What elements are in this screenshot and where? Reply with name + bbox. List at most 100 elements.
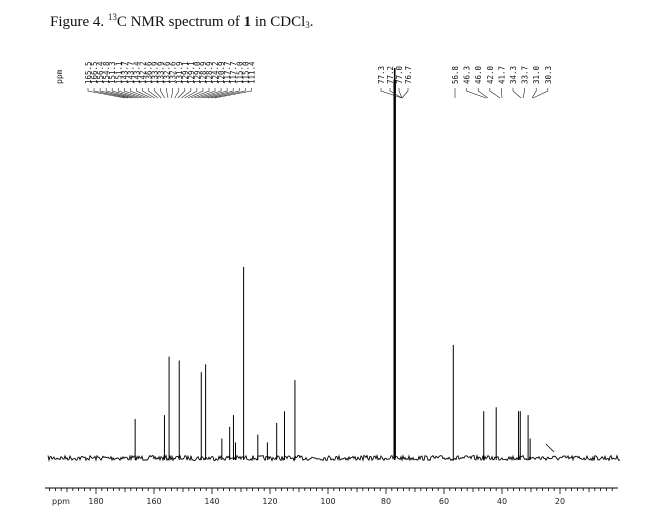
peak-label: 166.5 [90,61,99,84]
peak-label: 133.9 [151,61,160,84]
peak-label-leader [512,88,522,99]
peak-label-leader [177,88,186,99]
peak-label: 77.3 [377,66,386,84]
x-tick-label: 180 [88,497,103,506]
peak-label-leader [522,88,525,99]
peak-label: 120.9 [217,61,226,84]
peak-label: 156.4 [96,61,105,84]
baseline-noise [47,453,621,463]
x-tick-label: 100 [320,497,335,506]
peak-label: 133.9 [157,61,166,84]
peak-label: 41.7 [497,66,506,84]
peak-label-leader [380,88,403,99]
peak-label: 46.0 [474,65,483,84]
peak-label-leader [166,88,169,99]
peak-label-leader [204,88,234,99]
caption-text-c: . [309,14,314,30]
peak-label: 143.7 [126,61,135,84]
peak-label-leader [154,88,162,99]
peak-label-leader [201,88,228,99]
peak-label-leader [466,88,487,99]
peak-label: 142.2 [138,61,147,84]
peak-label: 129.0 [193,61,202,84]
peak-label-leader [87,88,125,99]
x-tick-label: 60 [439,497,449,506]
peak-label-leader [99,88,132,99]
peak-label-leader [207,88,240,99]
peak-label-leader [124,88,145,99]
peak-label-leader [93,88,129,99]
peak-label-leader [211,88,246,99]
peak-label-leader [171,88,173,99]
peak-label: 129.1 [181,61,190,84]
peak-label-leader [501,88,503,99]
peak-label: 115.0 [235,61,244,84]
caption-text-a: C NMR spectrum of [116,14,244,30]
peak-label: 46.3 [463,66,472,84]
peak-series [47,68,621,463]
peak-axis-label: ppm [55,69,64,84]
peak-label: 131.9 [175,61,184,84]
peak-label: 56.8 [451,65,460,84]
peak-label: 117.7 [223,61,232,84]
peak-label: 76.7 [404,66,413,84]
peak-label: 132.6 [169,61,178,84]
peak-label-annotations: ppm 165.5166.5156.4154.8151.3151.1143.714… [55,61,553,99]
x-axis-label: ppm [52,497,70,506]
peak-label-leader [197,88,222,99]
figure-caption: Figure 4. 13C NMR spectrum of 1 in CDCl3… [50,12,314,31]
peak-label: 129.1 [187,61,196,84]
peak-label: 115.0 [241,61,250,84]
peak-label-leader [136,88,152,99]
peak-label: 31.0 [532,65,541,84]
peak-label-leader [389,88,403,99]
x-axis: 180 160 140 120 100 80 60 40 20 ppm [45,487,618,506]
peak-label-leader [194,88,216,99]
peak-label-leader [477,88,489,99]
peak-label: 77.2 [386,66,395,84]
peak-label-leader [531,88,537,99]
peak-label: 128.9 [199,61,208,84]
peak-label-leader [111,88,139,99]
peak-label-leader [191,88,210,99]
x-tick-label: 140 [204,497,219,506]
peak-label-leader [174,88,180,99]
peak-label-leader [148,88,159,99]
peak-label-leader [184,88,198,99]
peak-label-leader [142,88,155,99]
peak-label: 42.0 [486,65,495,84]
peak-label-leader [181,88,192,99]
peak-label: 151.3 [108,61,117,84]
x-tick-label: 120 [262,497,277,506]
caption-subscript: 3 [305,20,310,30]
peak-label-leader [117,88,142,99]
x-tick-label: 80 [381,497,391,506]
peak-label-leader [214,88,252,99]
caption-isotope: 13 [107,12,117,22]
peak-label-leader [532,88,549,99]
peak-label: 151.1 [114,61,123,84]
peak-label-leader [401,88,409,99]
peak-label-leader [187,88,204,99]
peak-label-leader [105,88,135,99]
peak-label: 33.7 [521,66,530,84]
peak-label: 165.5 [84,61,93,84]
artifact-mark [545,443,555,453]
peak-label-leader [398,88,403,99]
peak-label: 124.2 [211,61,220,84]
x-tick-label: 40 [497,497,507,506]
x-tick-label: 20 [555,497,565,506]
peak-label: 111.4 [247,61,256,84]
peak-label: 143.7 [120,61,129,84]
peak-label: 34.3 [509,66,518,84]
peak-label: 30.3 [544,66,553,84]
peak-label: 132.6 [163,61,172,84]
peak-label-leader [160,88,165,99]
x-tick-label: 160 [146,497,161,506]
peak-label: 136.6 [145,61,154,84]
peak-label: 77.0 [395,65,404,84]
peak-label: 143.4 [132,61,141,84]
peak-label-leader [489,88,501,99]
peak-label: 154.8 [102,61,111,84]
